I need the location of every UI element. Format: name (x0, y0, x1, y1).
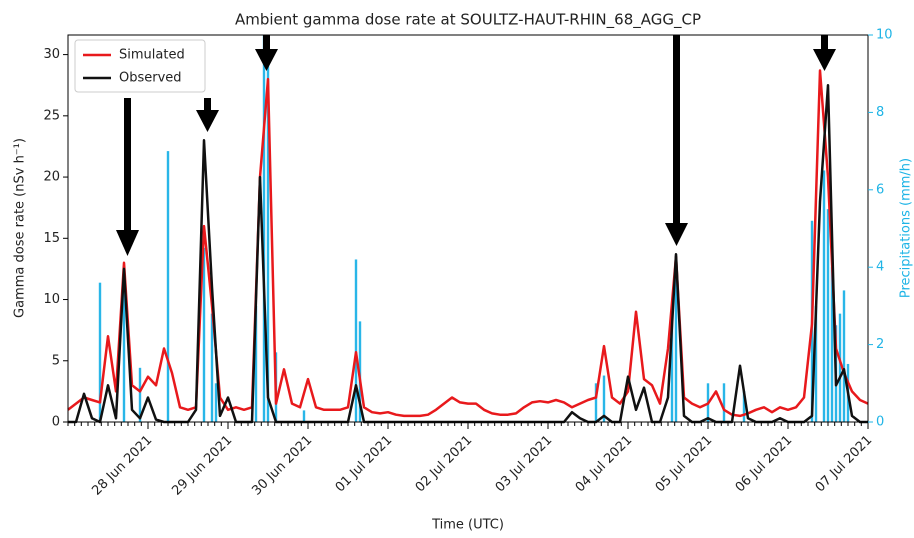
precip-bar (822, 170, 826, 422)
precip-bar (814, 305, 818, 422)
y-tick-label: 10 (43, 292, 60, 307)
precip-bar (594, 383, 598, 422)
x-tick-label: 04 Jul 2021 (573, 433, 636, 496)
precip-bar (262, 35, 266, 422)
arrow-shaft (204, 98, 211, 110)
y-axis-label: Gamma dose rate (nSv h⁻¹) (13, 138, 28, 318)
arrow-head (665, 223, 688, 246)
arrow-head (116, 230, 139, 256)
x-tick-label: 30 Jun 2021 (249, 433, 315, 499)
y-tick-label: 5 (52, 353, 60, 368)
y-tick-label: 15 (43, 231, 60, 246)
chart-title: Ambient gamma dose rate at SOULTZ-HAUT-R… (235, 11, 701, 30)
precip-bar (210, 313, 214, 422)
x-tick-label: 07 Jul 2021 (813, 433, 876, 496)
y-tick-label: 20 (43, 170, 60, 185)
precip-bar (722, 383, 726, 422)
plot-frame (67, 34, 869, 423)
y2-tick-label: 0 (876, 415, 884, 430)
x-tick-label: 02 Jul 2021 (413, 433, 476, 496)
x-tick-label: 01 Jul 2021 (333, 433, 396, 496)
series-line (67, 69, 869, 418)
precip-bar (670, 313, 674, 422)
precip-bar (138, 367, 142, 422)
y2-tick-label: 4 (876, 260, 884, 275)
precip-bar (842, 290, 846, 422)
precip-bar (266, 35, 270, 422)
y-tick-label: 25 (43, 108, 60, 123)
legend-label: Observed (119, 71, 182, 86)
precip-bar (122, 267, 126, 422)
precip-bar (254, 305, 258, 422)
x-tick-label: 06 Jul 2021 (733, 433, 796, 496)
y2-axis-label: Precipitations (mm/h) (899, 158, 914, 298)
y2-tick-label: 8 (876, 105, 884, 120)
minor-ticks (67, 422, 869, 426)
precip-bar (202, 247, 206, 422)
precip-bar (98, 282, 102, 422)
arrow-shaft (263, 35, 270, 49)
precip-bar (354, 259, 358, 422)
x-tick-label: 05 Jul 2021 (653, 433, 716, 496)
y2-tick-label: 6 (876, 182, 884, 197)
arrow-head (255, 49, 278, 71)
precip-bar (838, 313, 842, 422)
x-axis-label: Time (UTC) (431, 518, 504, 533)
precip-bar (830, 267, 834, 422)
series-line (68, 83, 868, 424)
x-tick-label: 29 Jun 2021 (169, 433, 235, 499)
precip-bar (602, 375, 606, 422)
x-tick-label: 28 Jun 2021 (89, 433, 155, 499)
precip-bar (214, 383, 218, 422)
arrow-head (813, 49, 836, 71)
plot-area: 28 Jun 2021 29 Jun 2021 30 Jun 2021 01 Jul … (43, 28, 892, 499)
legend-label: Simulated (119, 48, 185, 63)
precip-bar (674, 255, 678, 422)
arrow-shaft (124, 98, 131, 230)
precip-bar (742, 391, 746, 422)
precip-bar (826, 209, 830, 422)
arrow-shaft (673, 35, 680, 223)
y-tick-label: 30 (43, 47, 60, 62)
arrow-head (196, 110, 219, 132)
precip-bar (302, 410, 306, 422)
y2-tick-label: 10 (876, 28, 893, 43)
arrow-shaft (821, 35, 828, 49)
x-tick-label: 03 Jul 2021 (493, 433, 556, 496)
y-tick-label: 0 (52, 415, 60, 430)
precip-bar (166, 151, 170, 422)
annotation-arrows (116, 35, 836, 256)
y2-tick-label: 2 (876, 337, 884, 352)
